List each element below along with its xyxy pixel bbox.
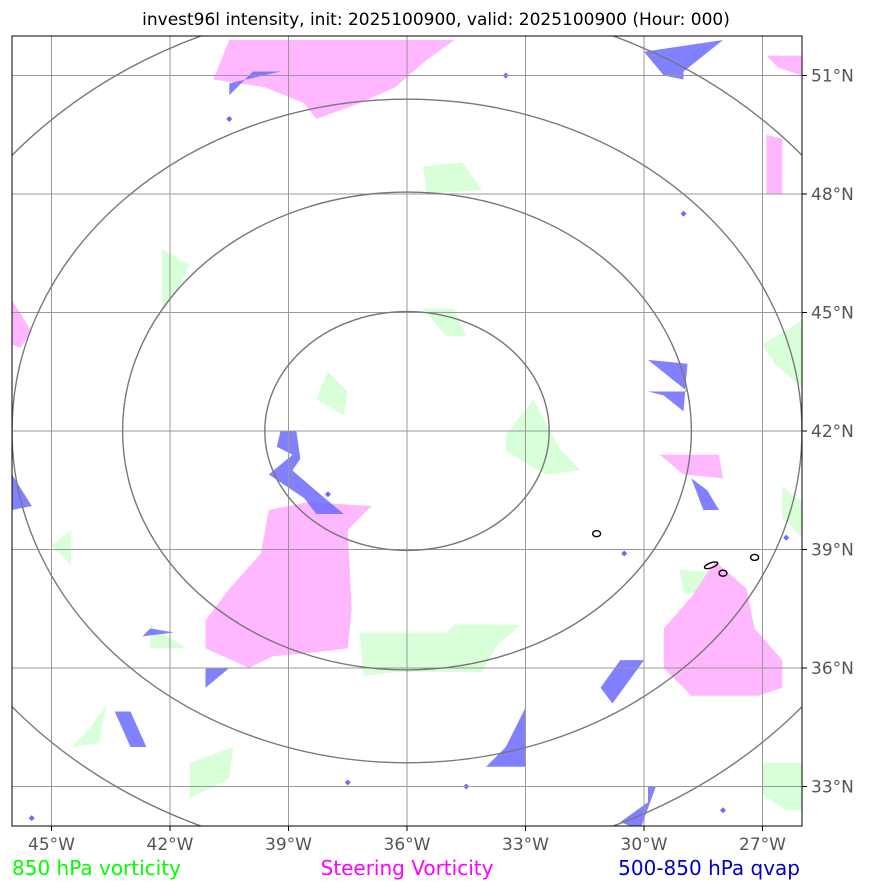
range-ring	[12, 98, 802, 764]
qvap-spot	[720, 807, 726, 814]
vorticity-850-area	[762, 320, 802, 388]
qvap-area	[648, 359, 688, 412]
qvap-area	[644, 40, 723, 80]
qvap-area	[205, 668, 230, 688]
steering-vorticity-area	[663, 561, 783, 696]
legend-qvap: 500-850 hPa qvap	[618, 856, 800, 880]
contour-ring	[591, 530, 602, 538]
range-ring	[264, 310, 550, 552]
x-tick-label: 39°W	[265, 835, 312, 855]
vorticity-850-area	[359, 624, 522, 676]
chart-title: invest96l intensity, init: 2025100900, v…	[142, 10, 730, 30]
x-tick-label: 36°W	[384, 835, 431, 855]
qvap-spot	[28, 815, 35, 822]
vorticity-850-area	[51, 529, 72, 566]
qvap-spot	[783, 534, 790, 541]
vorticity-850-area	[422, 162, 482, 194]
qvap-area	[114, 711, 147, 747]
y-tick-label: 45°N	[811, 304, 854, 324]
steering-vorticity-area	[659, 454, 723, 479]
y-tick-label: 51°N	[811, 67, 854, 87]
steering-vorticity-area	[766, 134, 783, 194]
range-ring	[121, 191, 693, 671]
y-tick-label: 39°N	[811, 541, 854, 561]
contour-ring	[718, 569, 728, 577]
steering-vorticity-area	[213, 40, 455, 119]
vorticity-850-area	[150, 624, 186, 649]
contour-ring	[749, 553, 760, 562]
qvap-area	[229, 71, 281, 96]
qvap-area	[600, 660, 644, 704]
x-tick-label: 45°W	[28, 835, 75, 855]
steering-vorticity-area	[766, 55, 802, 76]
y-tick-label: 48°N	[811, 185, 854, 205]
map-layers	[12, 36, 802, 826]
y-tick-label: 33°N	[811, 778, 854, 798]
y-tick-label: 42°N	[811, 422, 854, 442]
vorticity-850-area	[162, 249, 190, 313]
x-tick-label: 30°W	[621, 835, 668, 855]
qvap-area	[486, 707, 526, 767]
contour-ring	[703, 561, 719, 570]
x-tick-label: 33°W	[502, 835, 549, 855]
x-tick-label: 42°W	[147, 835, 194, 855]
vorticity-850-area	[505, 399, 581, 475]
x-tick-label: 27°W	[739, 835, 786, 855]
qvap-spot	[325, 491, 331, 498]
qvap-area	[142, 628, 174, 637]
legend-850-vorticity: 850 hPa vorticity	[12, 856, 181, 880]
vorticity-850-area	[189, 747, 234, 799]
vorticity-850-area	[71, 703, 107, 747]
qvap-area	[691, 478, 719, 510]
y-tick-label: 36°N	[811, 659, 854, 679]
qvap-spot	[226, 115, 233, 122]
vorticity-850-area	[422, 308, 467, 337]
vorticity-850-area	[316, 371, 348, 416]
qvap-area	[268, 431, 344, 514]
axis-ticks: 45°W 42°W 39°W 36°W 33°W 30°W 27°W 51°N 48°N 45°N…	[28, 67, 854, 856]
legend-steering-vorticity: Steering Vorticity	[321, 856, 494, 880]
qvap-spot	[344, 779, 351, 786]
vorticity-850-area	[782, 486, 802, 538]
qvap-area	[620, 786, 656, 826]
qvap-spot	[621, 550, 628, 557]
qvap-spot	[680, 210, 687, 217]
steering-vorticity-area	[12, 300, 32, 348]
